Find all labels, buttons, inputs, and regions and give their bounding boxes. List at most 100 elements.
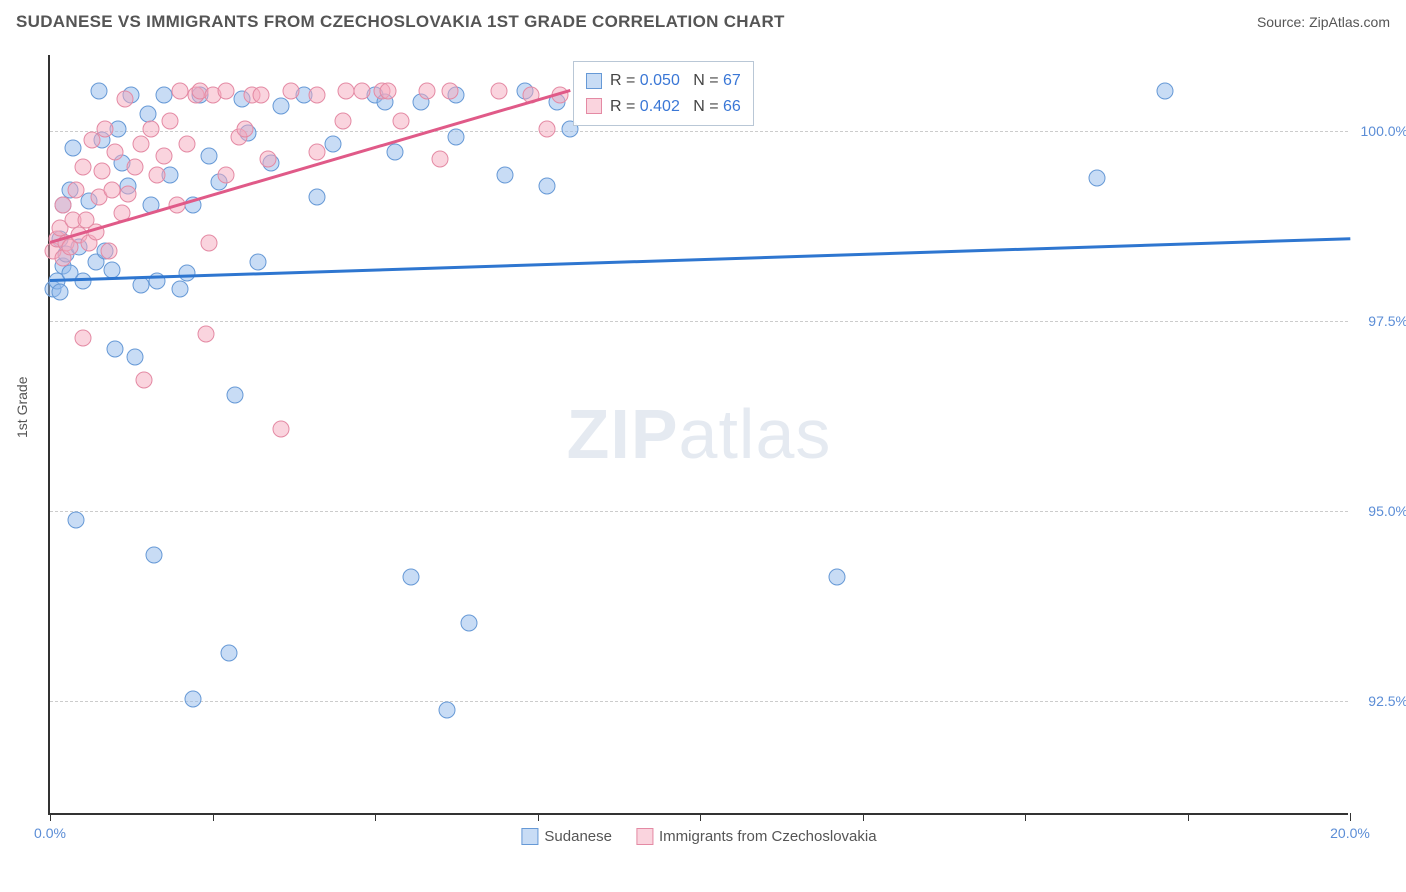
gridline bbox=[50, 511, 1348, 512]
y-axis-label: 1st Grade bbox=[14, 377, 30, 438]
sudanese-point bbox=[539, 178, 556, 195]
czech-point bbox=[259, 151, 276, 168]
czech-point bbox=[308, 86, 325, 103]
sudanese-point bbox=[90, 83, 107, 100]
y-tick-label: 95.0% bbox=[1353, 503, 1406, 519]
stats-row-czech: R = 0.402 N = 66 bbox=[586, 94, 741, 120]
czech-point bbox=[120, 185, 137, 202]
czech-point bbox=[334, 113, 351, 130]
sudanese-point bbox=[201, 147, 218, 164]
watermark-bold: ZIP bbox=[567, 395, 679, 473]
x-tick bbox=[700, 813, 701, 821]
czech-point bbox=[74, 159, 91, 176]
stats-row-sudanese: R = 0.050 N = 67 bbox=[586, 68, 741, 94]
czech-point bbox=[116, 90, 133, 107]
gridline bbox=[50, 321, 1348, 322]
czech-point bbox=[149, 166, 166, 183]
x-tick bbox=[1350, 813, 1351, 821]
sudanese-point bbox=[497, 166, 514, 183]
sudanese-point bbox=[250, 254, 267, 271]
sudanese-point bbox=[126, 349, 143, 366]
czech-point bbox=[308, 143, 325, 160]
legend-label: Immigrants from Czechoslovakia bbox=[659, 828, 877, 845]
source-label: Source: ZipAtlas.com bbox=[1257, 14, 1390, 30]
stats-text: R = 0.050 N = 67 bbox=[610, 68, 741, 94]
scatter-chart: ZIPatlas 92.5%95.0%97.5%100.0%0.0%20.0%R… bbox=[48, 55, 1348, 815]
czech-point bbox=[237, 121, 254, 138]
sudanese-point bbox=[828, 569, 845, 586]
stats-text: R = 0.402 N = 66 bbox=[610, 94, 741, 120]
czech-point bbox=[68, 181, 85, 198]
sudanese-point bbox=[1156, 83, 1173, 100]
czech-point bbox=[201, 235, 218, 252]
sudanese-point bbox=[133, 276, 150, 293]
czech-point bbox=[178, 136, 195, 153]
sudanese-point bbox=[107, 341, 124, 358]
czech-point bbox=[198, 326, 215, 343]
czech-point bbox=[419, 83, 436, 100]
y-tick-label: 100.0% bbox=[1353, 123, 1406, 139]
sudanese-point bbox=[146, 546, 163, 563]
sudanese-point bbox=[155, 86, 172, 103]
stats-legend-box: R = 0.050 N = 67R = 0.402 N = 66 bbox=[573, 61, 754, 126]
czech-point bbox=[539, 121, 556, 138]
sudanese-point bbox=[74, 273, 91, 290]
y-tick-label: 97.5% bbox=[1353, 313, 1406, 329]
sudanese-point bbox=[103, 261, 120, 278]
x-tick bbox=[375, 813, 376, 821]
sudanese-point bbox=[438, 702, 455, 719]
sudanese-point bbox=[68, 512, 85, 529]
watermark-light: atlas bbox=[679, 395, 832, 473]
czech-point bbox=[136, 371, 153, 388]
czech-point bbox=[133, 136, 150, 153]
czech-point bbox=[217, 166, 234, 183]
czech-point bbox=[490, 83, 507, 100]
x-tick bbox=[538, 813, 539, 821]
czech-point bbox=[393, 113, 410, 130]
sudanese-point bbox=[448, 128, 465, 145]
czech-point bbox=[253, 86, 270, 103]
sudanese-swatch-icon bbox=[586, 73, 602, 89]
czech-point bbox=[126, 159, 143, 176]
sudanese-point bbox=[227, 387, 244, 404]
czech-point bbox=[103, 181, 120, 198]
sudanese-point bbox=[402, 569, 419, 586]
czech-point bbox=[282, 83, 299, 100]
czech-point bbox=[354, 83, 371, 100]
watermark: ZIPatlas bbox=[567, 394, 832, 474]
x-tick bbox=[863, 813, 864, 821]
sudanese-point bbox=[220, 645, 237, 662]
sudanese-point bbox=[172, 280, 189, 297]
x-tick bbox=[213, 813, 214, 821]
czech-point bbox=[142, 121, 159, 138]
sudanese-point bbox=[51, 284, 68, 301]
czech-point bbox=[94, 162, 111, 179]
sudanese-legend-swatch-icon bbox=[521, 828, 538, 845]
sudanese-point bbox=[324, 136, 341, 153]
czech-point bbox=[172, 83, 189, 100]
x-tick bbox=[1188, 813, 1189, 821]
czech-point bbox=[162, 113, 179, 130]
czech-point bbox=[74, 330, 91, 347]
x-tick-label: 20.0% bbox=[1330, 825, 1370, 841]
sudanese-trendline bbox=[50, 237, 1350, 281]
czech-point bbox=[441, 83, 458, 100]
czech-point bbox=[97, 121, 114, 138]
czech-swatch-icon bbox=[586, 98, 602, 114]
czech-point bbox=[55, 197, 72, 214]
sudanese-point bbox=[386, 143, 403, 160]
czech-point bbox=[107, 143, 124, 160]
sudanese-point bbox=[139, 105, 156, 122]
bottom-legend: Sudanese Immigrants from Czechoslovakia bbox=[521, 828, 876, 845]
czech-point bbox=[432, 151, 449, 168]
chart-title: SUDANESE VS IMMIGRANTS FROM CZECHOSLOVAK… bbox=[16, 12, 785, 32]
sudanese-point bbox=[1088, 170, 1105, 187]
sudanese-point bbox=[308, 189, 325, 206]
sudanese-point bbox=[461, 615, 478, 632]
x-tick bbox=[50, 813, 51, 821]
y-tick-label: 92.5% bbox=[1353, 693, 1406, 709]
x-tick bbox=[1025, 813, 1026, 821]
legend-item-sudanese: Sudanese bbox=[521, 828, 612, 845]
czech-legend-swatch-icon bbox=[636, 828, 653, 845]
czech-point bbox=[155, 147, 172, 164]
